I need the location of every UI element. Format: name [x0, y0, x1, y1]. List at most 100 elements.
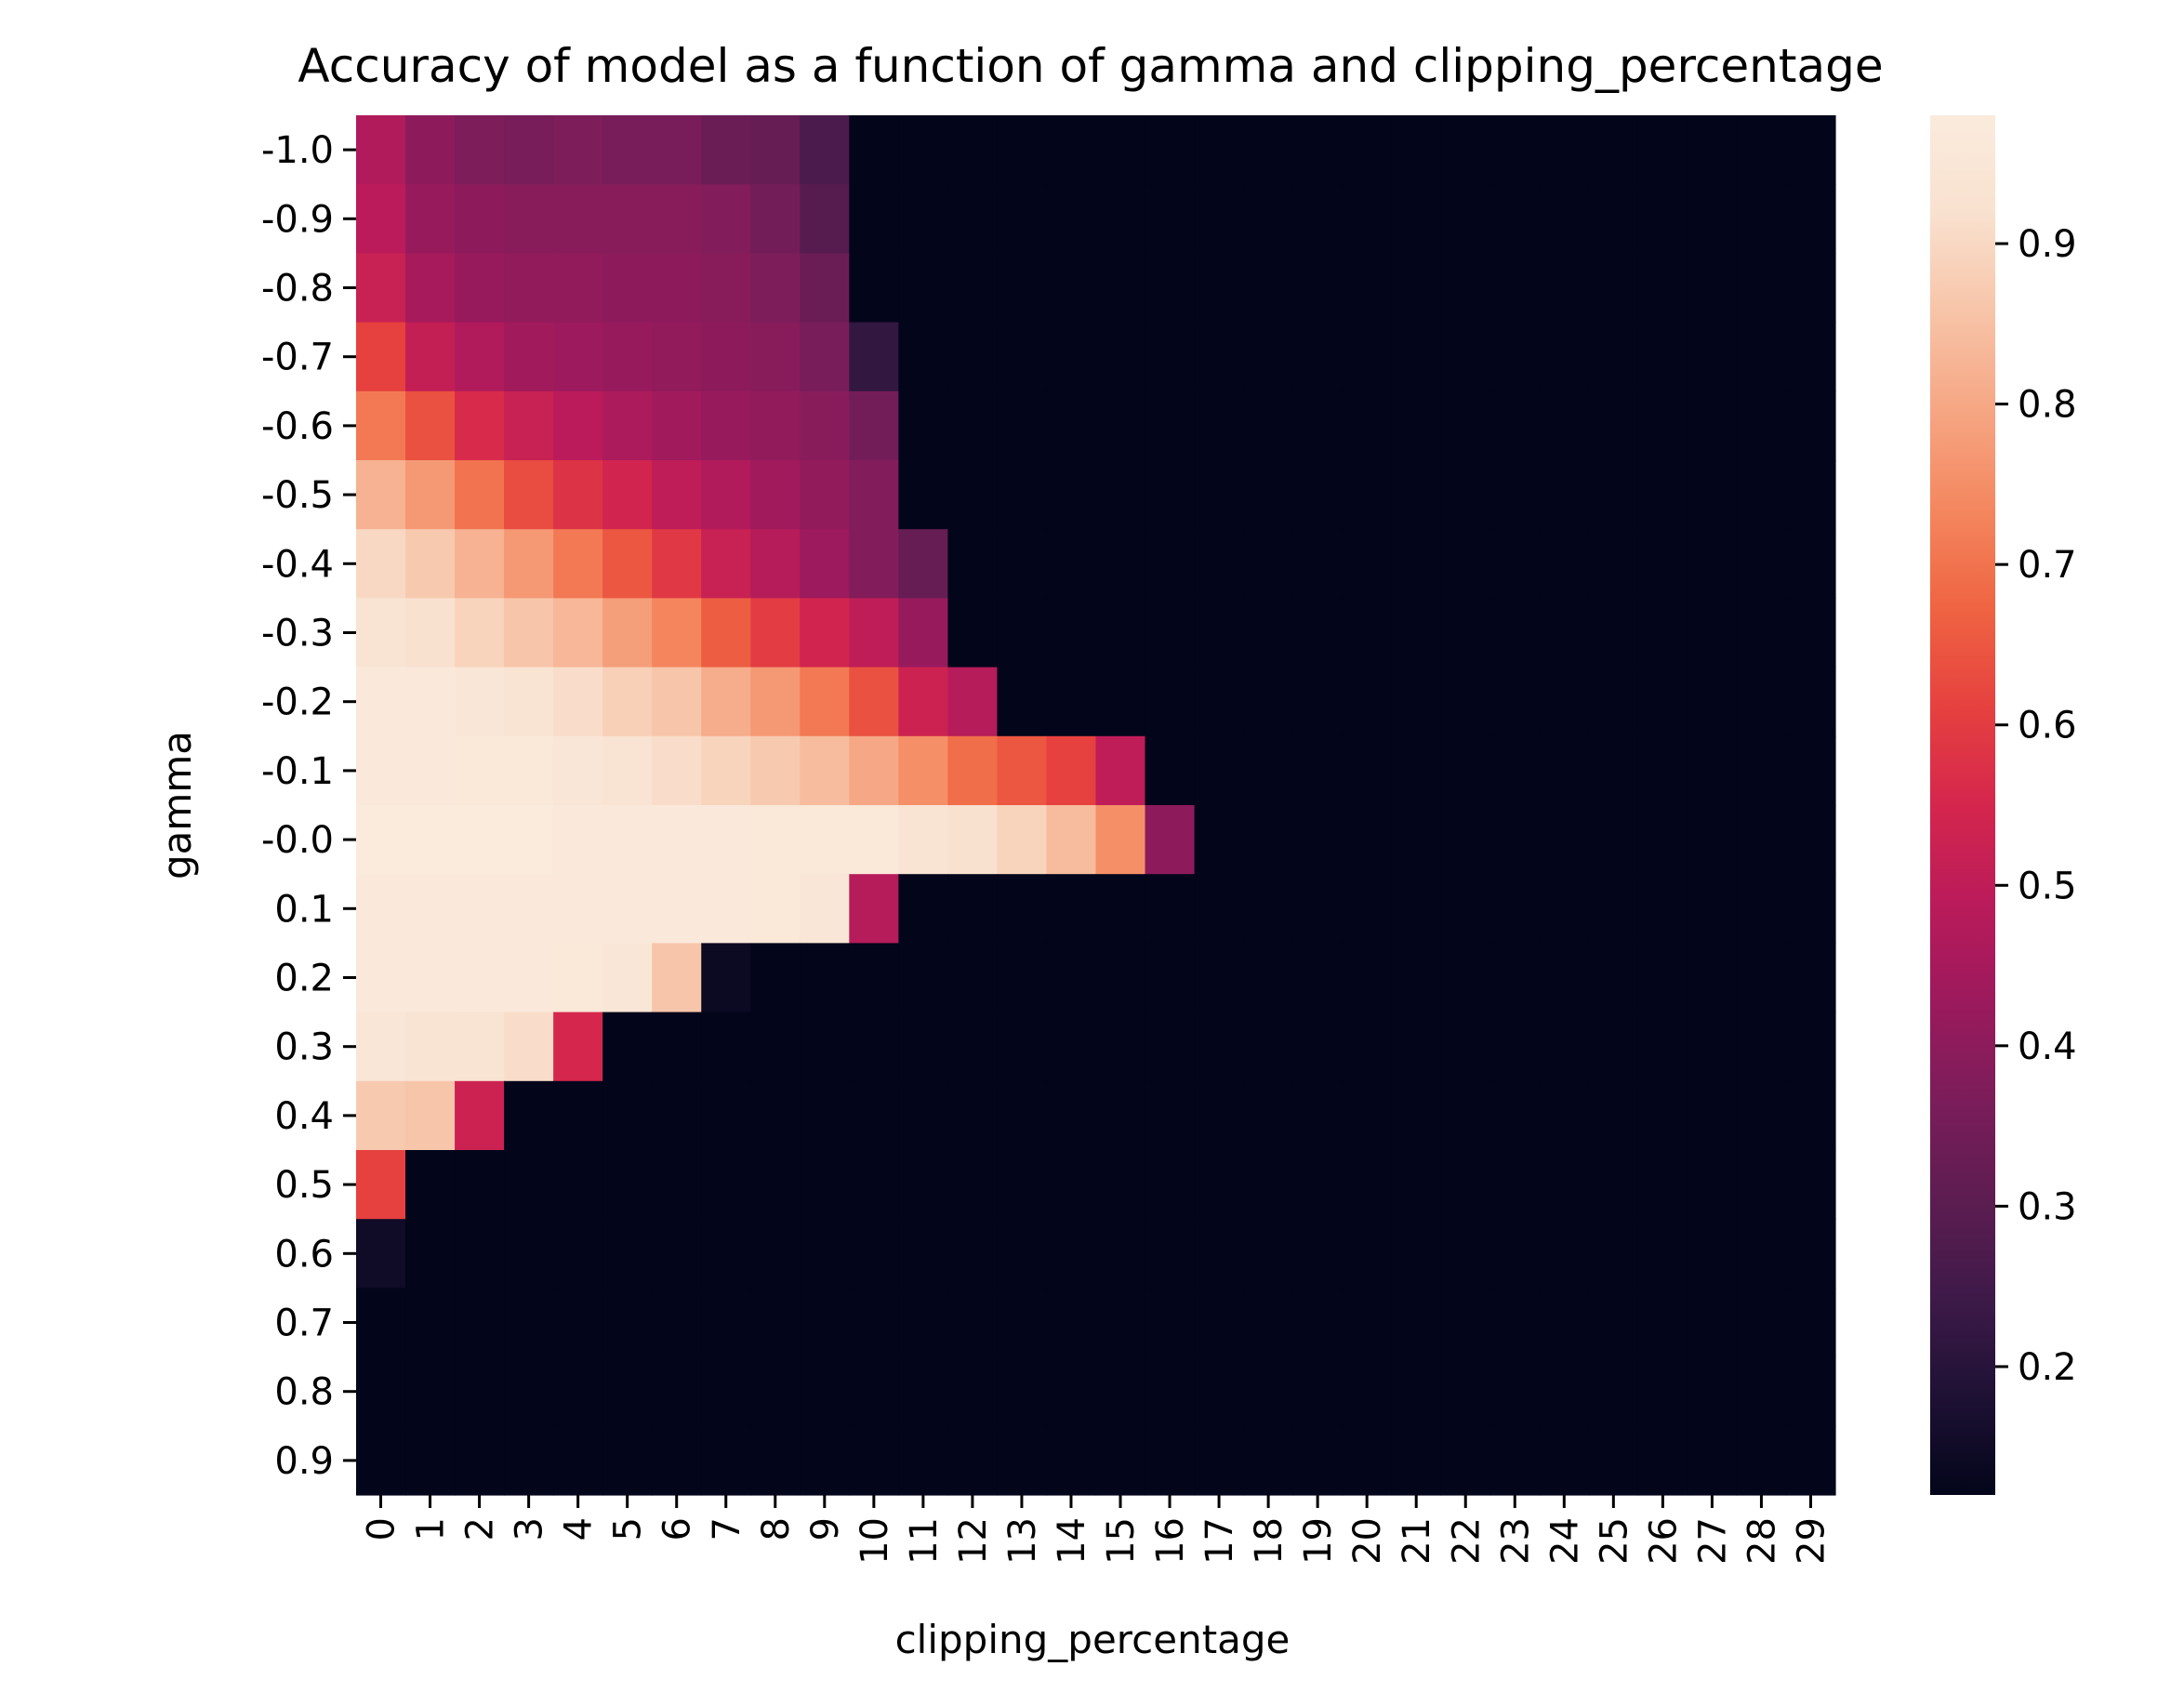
heatmap-cell — [553, 390, 603, 461]
heatmap-cell — [1243, 460, 1294, 530]
heatmap-cell — [504, 1288, 554, 1358]
heatmap-cell — [1194, 598, 1245, 668]
heatmap-cell — [1342, 322, 1393, 392]
heatmap-cell — [1736, 874, 1787, 944]
heatmap-cell — [1095, 735, 1146, 806]
heatmap-cell — [1637, 874, 1688, 944]
heatmap-cell — [947, 735, 999, 806]
heatmap-cell — [1046, 1219, 1097, 1289]
heatmap-cell — [947, 943, 999, 1013]
heatmap-cell — [652, 184, 702, 254]
heatmap-cell — [1687, 735, 1738, 806]
heatmap-cell — [1637, 1288, 1688, 1358]
heatmap-cell — [1145, 805, 1196, 875]
heatmap-cell — [898, 1150, 948, 1220]
heatmap-cell — [800, 943, 850, 1013]
heatmap-cell — [997, 115, 1048, 185]
heatmap-cell — [553, 1012, 603, 1082]
heatmap-cell — [849, 598, 899, 668]
heatmap-cell — [1736, 184, 1787, 254]
heatmap-cell — [898, 1012, 948, 1082]
heatmap-cell — [1687, 1288, 1738, 1358]
heatmap-cell — [1687, 184, 1738, 254]
heatmap-cell — [1785, 598, 1836, 668]
heatmap-cell — [997, 460, 1048, 530]
heatmap-cell — [898, 184, 948, 254]
heatmap-cell — [553, 805, 603, 875]
heatmap-cell — [898, 253, 948, 324]
heatmap-cell — [701, 1080, 751, 1151]
x-axis-label: clipping_percentage — [895, 1617, 1291, 1662]
heatmap-cell — [750, 529, 801, 599]
heatmap-cell — [455, 735, 505, 806]
heatmap-cell — [1292, 253, 1343, 324]
heatmap-cell — [701, 1012, 751, 1082]
heatmap-cell — [997, 184, 1048, 254]
y-tick-label: -0.4 — [261, 543, 334, 586]
heatmap-cell — [504, 874, 554, 944]
heatmap-cell — [1194, 253, 1245, 324]
x-tick-label: 24 — [1543, 1517, 1586, 1565]
heatmap-cell — [1588, 943, 1639, 1013]
heatmap-cell — [602, 598, 653, 668]
heatmap-cell — [1489, 805, 1541, 875]
heatmap-cell — [898, 598, 948, 668]
heatmap-cell — [1292, 735, 1343, 806]
x-tick-label: 5 — [607, 1517, 650, 1541]
heatmap-cell — [1539, 874, 1590, 944]
heatmap-cell — [750, 1080, 801, 1151]
heatmap-cell — [1095, 805, 1146, 875]
heatmap-cell — [356, 1356, 406, 1427]
x-tick-label: 1 — [410, 1517, 453, 1541]
heatmap-cell — [1736, 735, 1787, 806]
heatmap-cell — [1095, 460, 1146, 530]
heatmap-cell — [1194, 943, 1245, 1013]
heatmap-cell — [405, 1150, 456, 1220]
heatmap-cell — [997, 322, 1048, 392]
heatmap-cell — [504, 1356, 554, 1427]
heatmap-cell — [553, 874, 603, 944]
heatmap-cell — [652, 1150, 702, 1220]
heatmap-cell — [1292, 598, 1343, 668]
heatmap-cell — [1145, 1012, 1196, 1082]
heatmap-cell — [602, 390, 653, 461]
heatmap-cell — [1342, 874, 1393, 944]
heatmap-cell — [1194, 735, 1245, 806]
heatmap-cell — [602, 529, 653, 599]
heatmap-cell — [1292, 115, 1343, 185]
heatmap-cell — [1342, 1425, 1393, 1496]
heatmap-cell — [455, 322, 505, 392]
heatmap-cell — [1539, 667, 1590, 737]
heatmap-cell — [652, 1356, 702, 1427]
heatmap-cell — [849, 1288, 899, 1358]
heatmap-cell — [1588, 1288, 1639, 1358]
x-tick-label: 22 — [1445, 1517, 1488, 1565]
heatmap-cell — [1243, 598, 1294, 668]
heatmap-cell — [1687, 322, 1738, 392]
heatmap-cell — [800, 1080, 850, 1151]
heatmap-cell — [1145, 184, 1196, 254]
heatmap-cell — [455, 529, 505, 599]
heatmap-cell — [1145, 943, 1196, 1013]
heatmap-cell — [750, 598, 801, 668]
heatmap-cell — [1095, 322, 1146, 392]
heatmap-cell — [1243, 805, 1294, 875]
y-tick-label: 0.8 — [274, 1371, 334, 1414]
heatmap-cell — [1046, 115, 1097, 185]
heatmap-cell — [1440, 735, 1491, 806]
heatmap-cell — [602, 184, 653, 254]
heatmap-cell — [898, 1080, 948, 1151]
heatmap-cell — [1391, 1150, 1442, 1220]
heatmap-cell — [1145, 390, 1196, 461]
heatmap-cell — [455, 390, 505, 461]
heatmap-cell — [553, 667, 603, 737]
heatmap-cell — [701, 1425, 751, 1496]
heatmap-cell — [1687, 805, 1738, 875]
heatmap-cell — [1489, 1080, 1541, 1151]
heatmap-cell — [1489, 184, 1541, 254]
heatmap-cell — [849, 874, 899, 944]
heatmap-cell — [1095, 1288, 1146, 1358]
heatmap-cell — [1095, 598, 1146, 668]
